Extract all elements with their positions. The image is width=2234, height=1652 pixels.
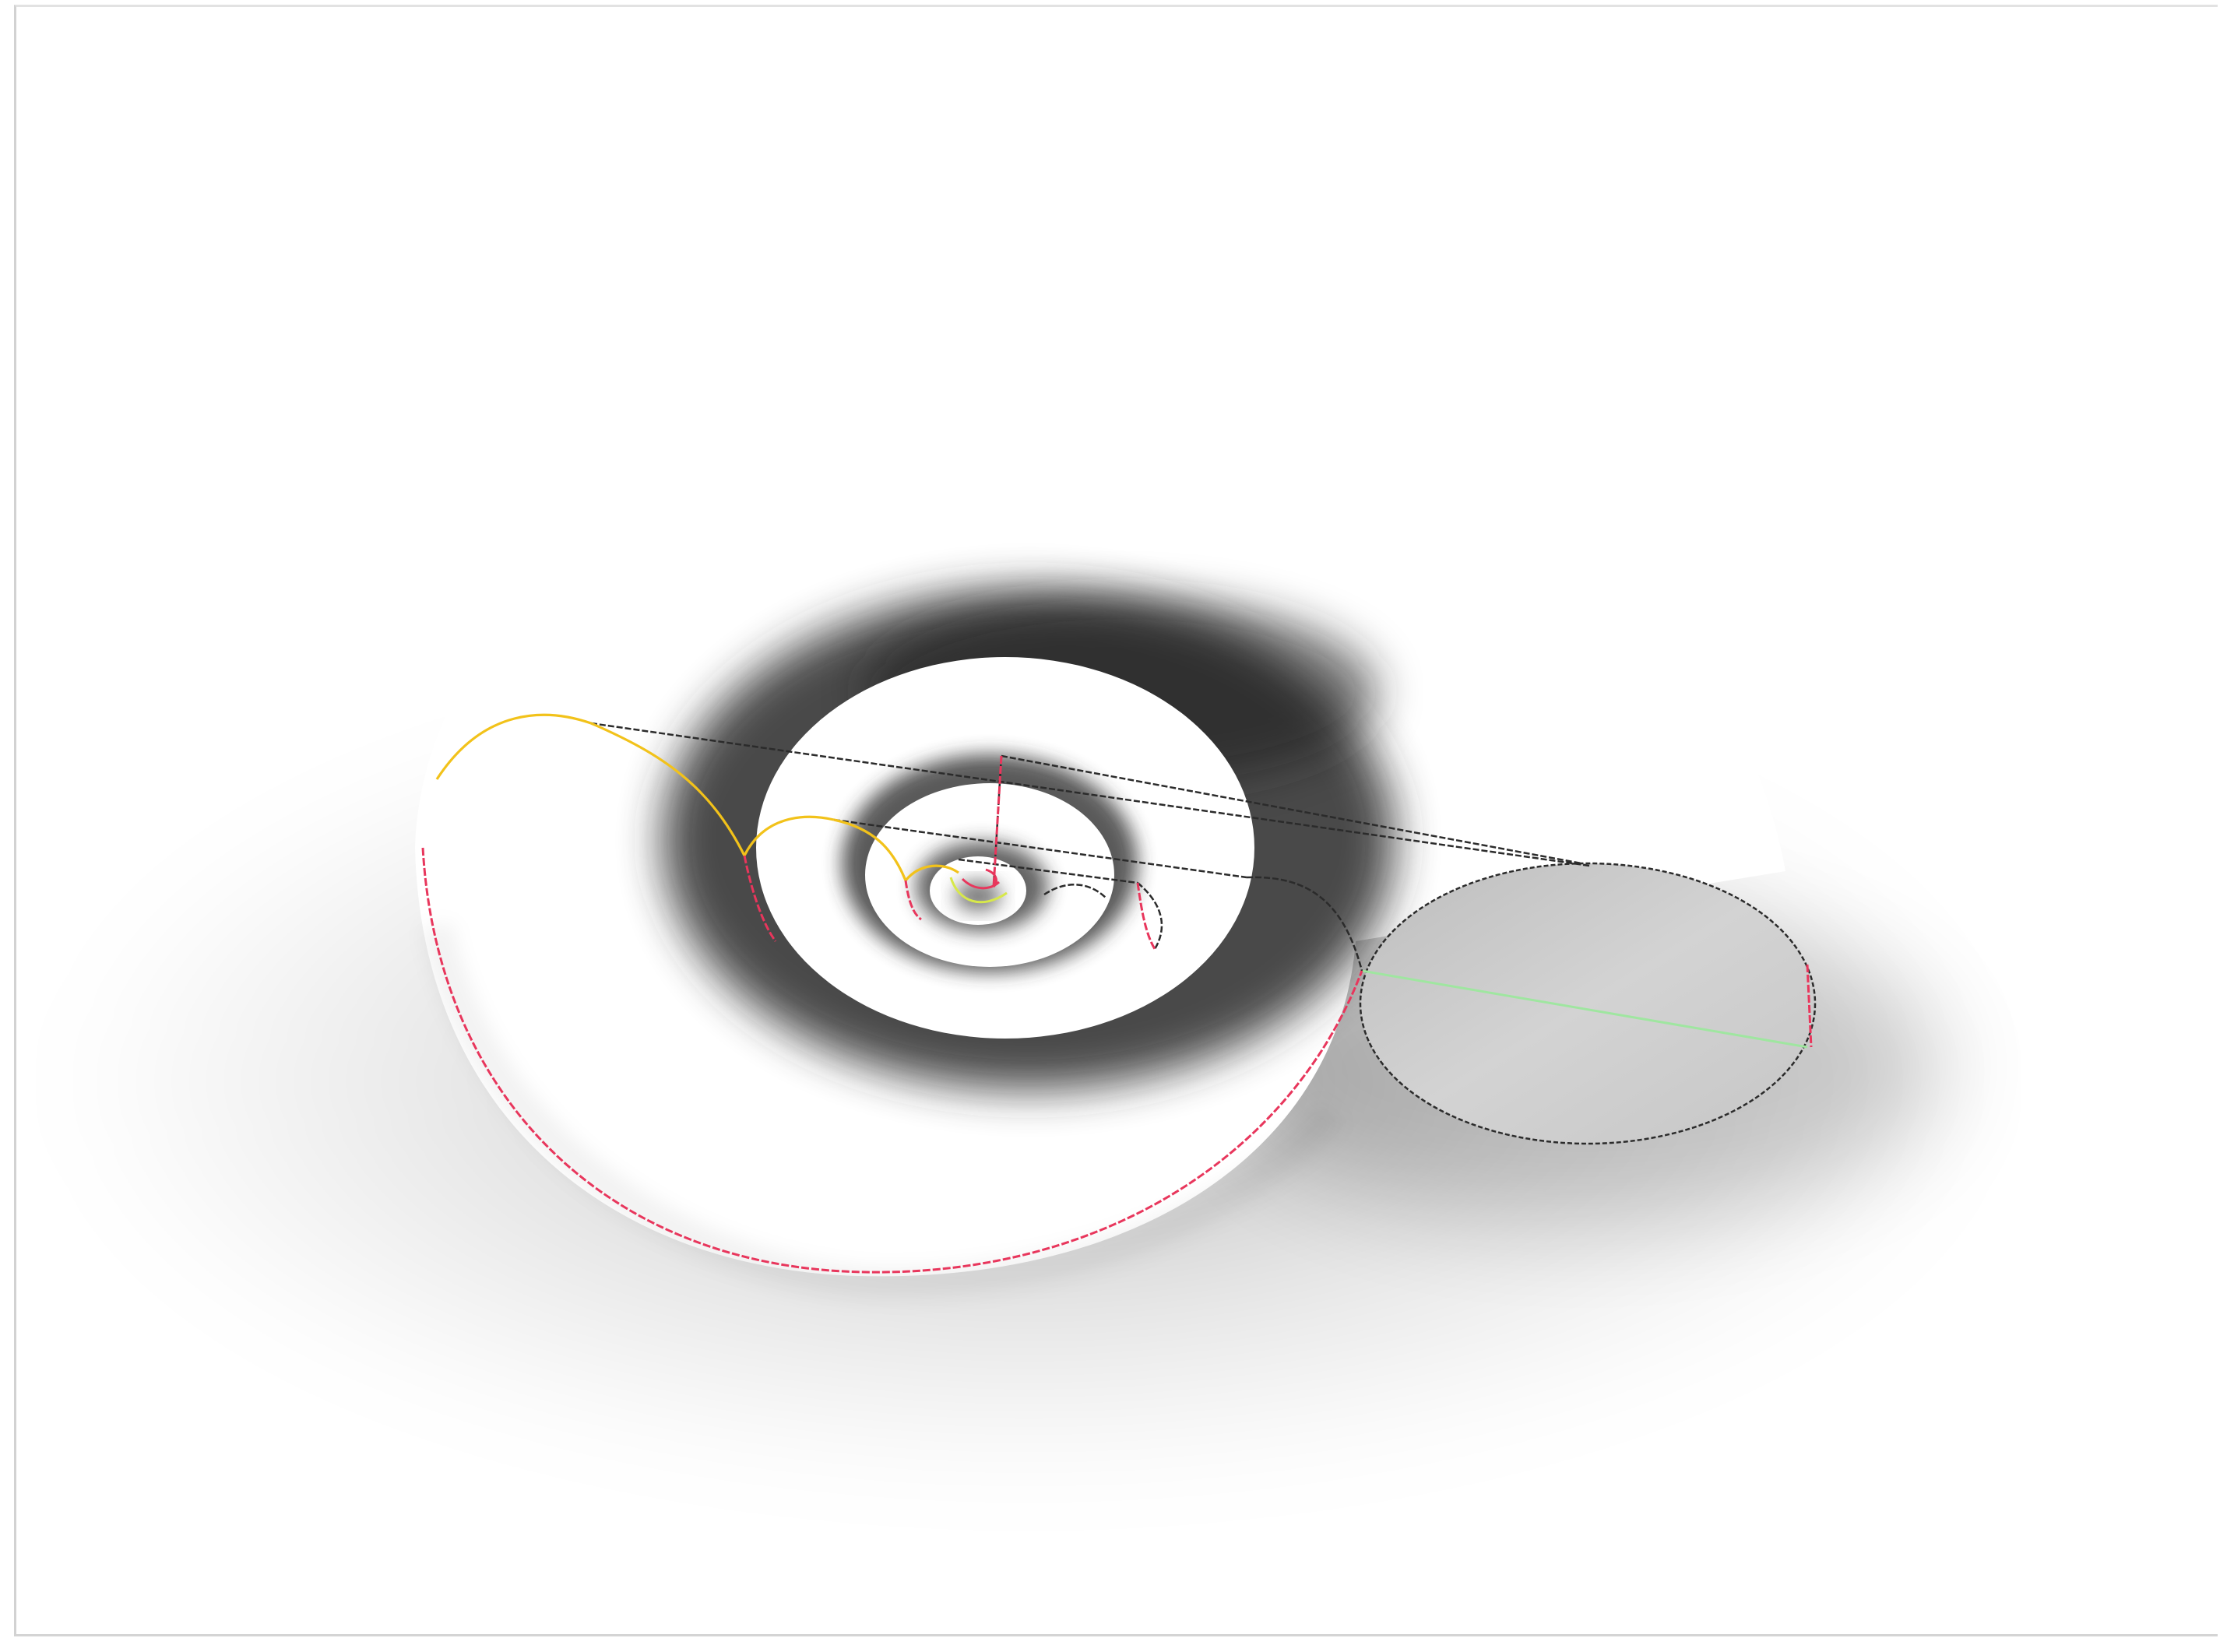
aperture-axis bbox=[1361, 969, 1808, 1049]
render-viewport[interactable] bbox=[14, 5, 2218, 1636]
growth-arcs bbox=[435, 713, 959, 882]
outer-edge-curves bbox=[421, 755, 1813, 1274]
shell-body bbox=[415, 374, 1785, 1300]
shell-render bbox=[55, 374, 2002, 1486]
outer-rim-shade bbox=[421, 923, 1344, 1300]
spiral-core bbox=[949, 868, 1008, 904]
aperture-section bbox=[1359, 862, 1817, 1145]
